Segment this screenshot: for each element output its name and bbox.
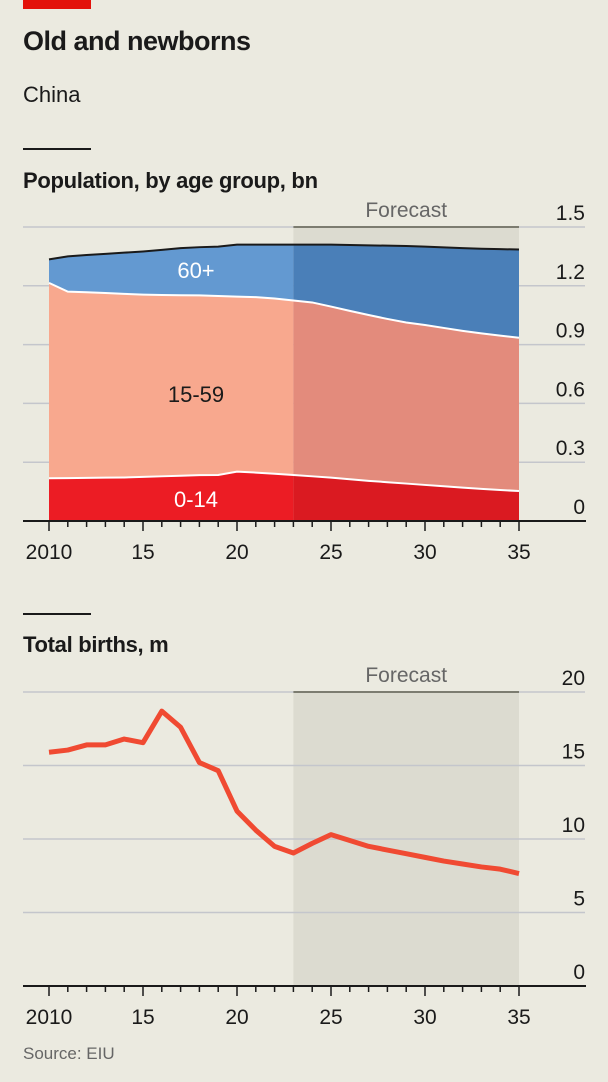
y-tick-label: 1.5 [556, 202, 585, 225]
area-15-59-forecast [293, 300, 519, 492]
forecast-label: Forecast [365, 199, 447, 222]
boundary-15-59 [48, 281, 520, 339]
brand-red-bar [23, 0, 91, 9]
population-chart-title: Population, by age group, bn [23, 168, 318, 193]
area-0-14-historical [49, 471, 294, 521]
total-population-line [48, 243, 520, 261]
x-tick-label: 20 [225, 1006, 248, 1029]
chart-divider [23, 148, 91, 150]
x-tick-label: 30 [413, 541, 436, 564]
chart-divider [23, 613, 91, 615]
label-0-14: 0-14 [174, 487, 218, 512]
y-tick-label: 0 [573, 496, 585, 519]
y-tick-label: 20 [562, 667, 585, 690]
x-tick-label: 15 [131, 541, 154, 564]
y-tick-label: 15 [562, 741, 585, 764]
y-tick-label: 10 [562, 814, 585, 837]
population-chart: 60+ 15-59 0-14 Forecast 0 0.3 0.6 0.9 1.2 1.5 2010… [23, 199, 586, 564]
area-15-59-historical [49, 282, 294, 479]
label-15-59: 15-59 [168, 382, 224, 407]
x-tick-label: 30 [413, 1006, 436, 1029]
boundary-0-14 [48, 470, 520, 493]
label-60-plus: 60+ [177, 258, 214, 283]
forecast-label: Forecast [365, 664, 447, 687]
page-subtitle: China [23, 82, 81, 107]
y-tick-label: 0.6 [556, 378, 585, 401]
x-tick-label: 35 [507, 541, 530, 564]
y-tick-label: 0.3 [556, 437, 585, 460]
births-chart-title: Total births, m [23, 632, 169, 657]
x-tick-label: 25 [319, 541, 342, 564]
x-tick-label: 2010 [26, 541, 73, 564]
area-0-14-forecast [293, 474, 519, 521]
y-tick-label: 1.2 [556, 261, 585, 284]
births-line [48, 708, 520, 876]
x-tick-label: 2010 [26, 1006, 73, 1029]
x-tick-label: 15 [131, 1006, 154, 1029]
y-tick-label: 0 [573, 961, 585, 984]
area-60-plus-forecast [293, 244, 519, 338]
y-tick-label: 5 [573, 888, 585, 911]
x-tick-label: 20 [225, 541, 248, 564]
area-60-plus-historical [49, 244, 294, 301]
x-tick-label: 25 [319, 1006, 342, 1029]
x-tick-label: 35 [507, 1006, 530, 1029]
y-tick-label: 0.9 [556, 320, 585, 343]
page-title: Old and newborns [23, 26, 251, 56]
source-note: Source: EIU [23, 1044, 115, 1063]
